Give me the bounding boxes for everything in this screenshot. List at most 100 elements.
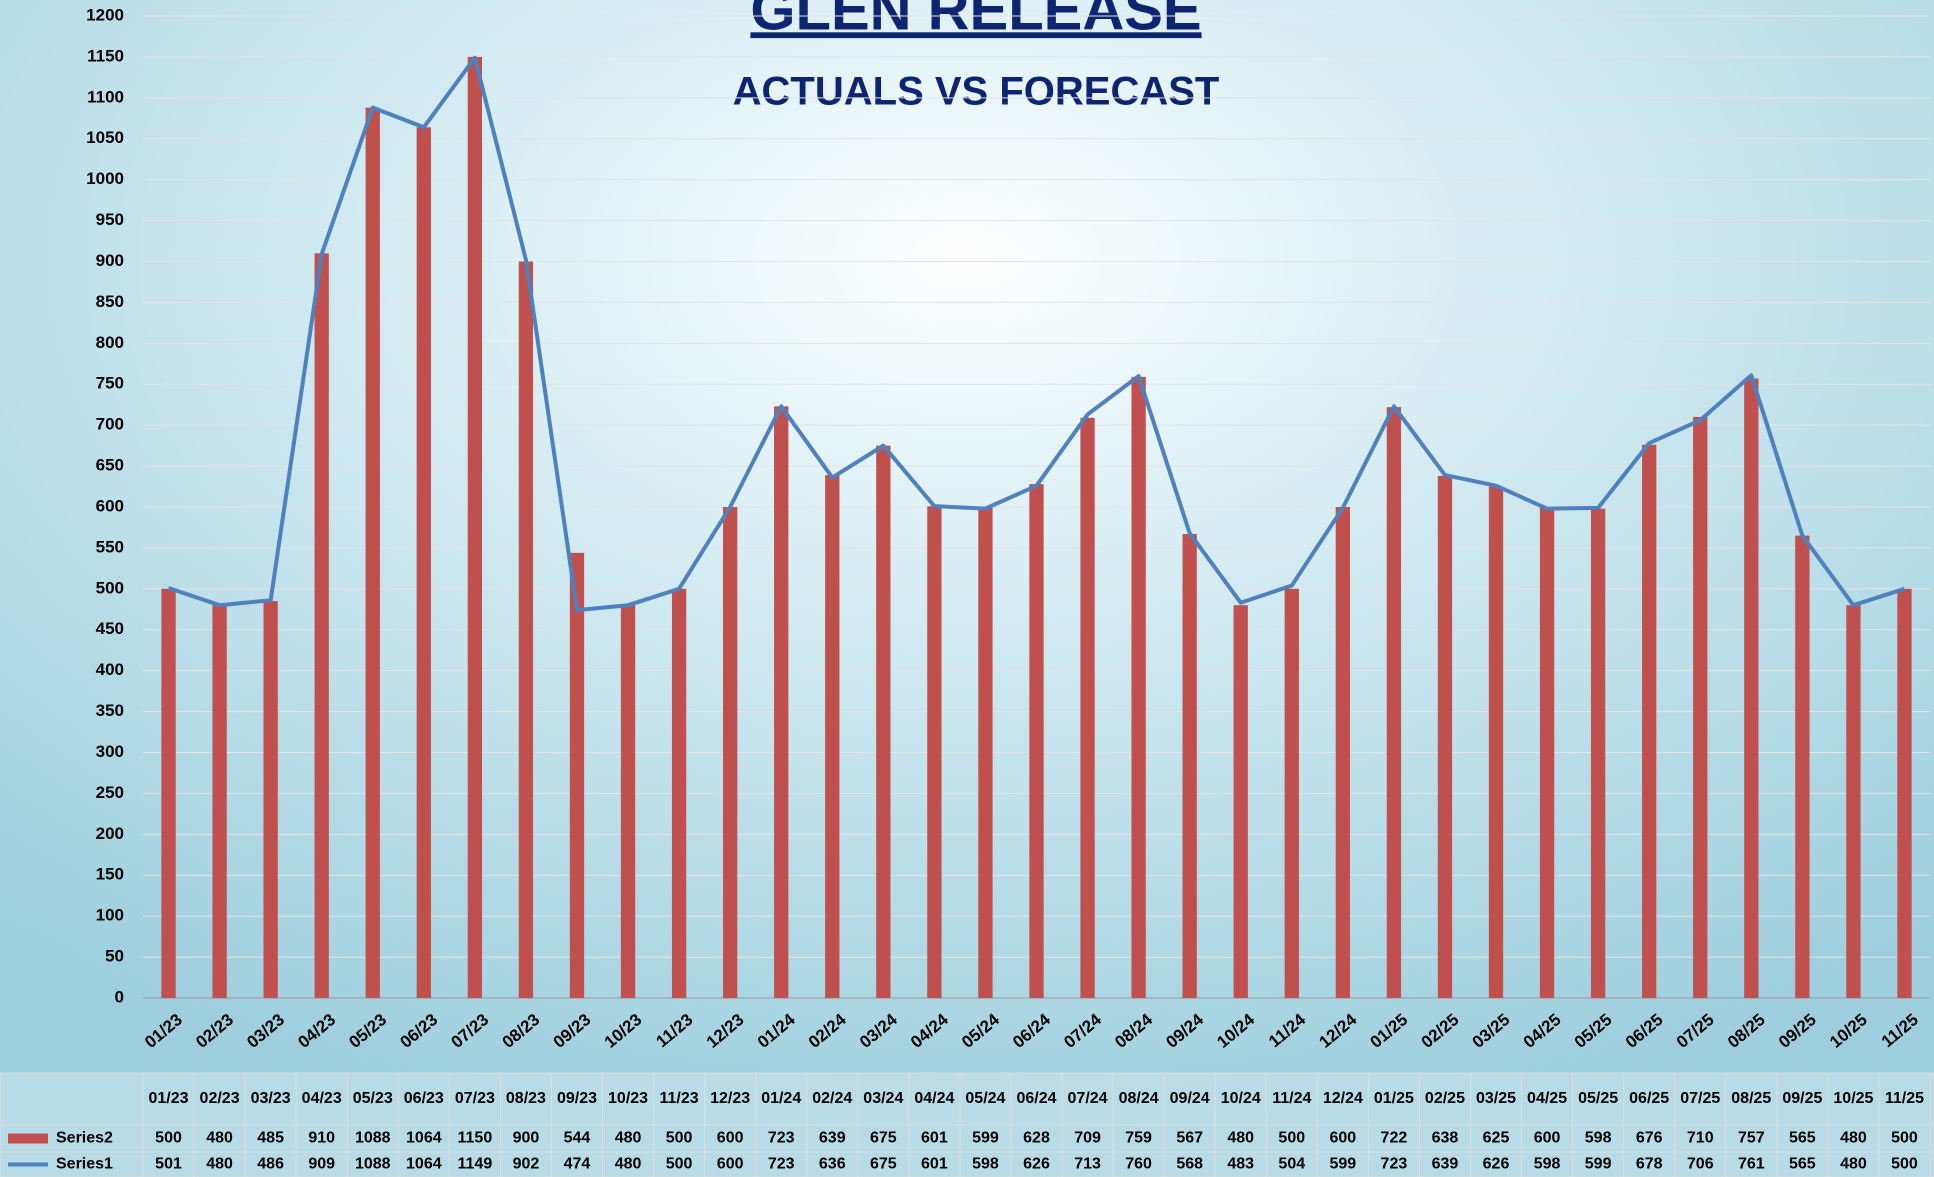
table-header: 07/24 bbox=[1068, 1090, 1108, 1107]
table-header: 11/24 bbox=[1272, 1090, 1311, 1107]
table-header: 02/25 bbox=[1425, 1090, 1465, 1107]
y-tick-label: 1150 bbox=[87, 46, 124, 65]
table-value: 909 bbox=[308, 1156, 335, 1173]
chart-subtitle: ACTUALS VS FORECAST bbox=[733, 70, 1220, 114]
chart-title: GLEN RELEASE bbox=[750, 0, 1201, 42]
table-value: 500 bbox=[1891, 1130, 1918, 1147]
table-value: 598 bbox=[1534, 1156, 1561, 1173]
bar bbox=[1080, 417, 1095, 999]
bar bbox=[1233, 605, 1248, 998]
table-value: 501 bbox=[155, 1156, 182, 1173]
bar bbox=[825, 475, 840, 999]
table-value: 500 bbox=[1891, 1156, 1918, 1173]
table-value: 639 bbox=[819, 1130, 846, 1147]
y-tick-label: 850 bbox=[96, 292, 124, 311]
y-tick-label: 0 bbox=[115, 987, 124, 1006]
table-value: 761 bbox=[1738, 1156, 1765, 1173]
table-header: 04/24 bbox=[914, 1090, 954, 1107]
table-value: 710 bbox=[1687, 1130, 1714, 1147]
y-tick-label: 300 bbox=[96, 742, 124, 761]
table-header: 03/25 bbox=[1476, 1090, 1516, 1107]
bar bbox=[1029, 484, 1044, 998]
y-tick-label: 700 bbox=[96, 415, 124, 434]
table-value: 1088 bbox=[355, 1156, 391, 1173]
y-tick-label: 1000 bbox=[86, 169, 124, 188]
table-header: 10/25 bbox=[1833, 1090, 1873, 1107]
table-value: 486 bbox=[257, 1156, 284, 1173]
table-value: 678 bbox=[1636, 1156, 1663, 1173]
table-value: 600 bbox=[717, 1130, 744, 1147]
table-value: 480 bbox=[206, 1156, 233, 1173]
table-value: 625 bbox=[1483, 1130, 1510, 1147]
table-value: 639 bbox=[1432, 1156, 1459, 1173]
table-value: 601 bbox=[921, 1130, 948, 1147]
table-value: 1064 bbox=[406, 1130, 442, 1147]
table-header: 02/23 bbox=[200, 1090, 240, 1107]
bar bbox=[671, 588, 687, 998]
table-header: 02/24 bbox=[812, 1090, 852, 1107]
bar bbox=[518, 261, 534, 998]
table-value: 565 bbox=[1789, 1156, 1816, 1173]
table-value: 600 bbox=[1534, 1130, 1561, 1147]
table-value: 480 bbox=[615, 1130, 642, 1147]
table-value: 760 bbox=[1125, 1156, 1152, 1173]
bar bbox=[1488, 486, 1504, 998]
table-value: 910 bbox=[308, 1130, 335, 1147]
bar bbox=[876, 445, 891, 998]
bar bbox=[1437, 475, 1453, 998]
table-header: 07/23 bbox=[455, 1090, 495, 1107]
table-value: 757 bbox=[1738, 1130, 1765, 1147]
table-value: 544 bbox=[564, 1130, 591, 1147]
table-value: 480 bbox=[1840, 1130, 1867, 1147]
bar bbox=[569, 552, 585, 998]
table-value: 483 bbox=[1227, 1156, 1254, 1173]
table-value: 599 bbox=[972, 1130, 999, 1147]
table-value: 567 bbox=[1176, 1130, 1203, 1147]
bar bbox=[723, 507, 738, 998]
table-value: 500 bbox=[666, 1130, 693, 1147]
bar bbox=[263, 601, 278, 998]
table-value: 1150 bbox=[458, 1130, 493, 1147]
table-value: 500 bbox=[1278, 1130, 1305, 1147]
table-header: 07/25 bbox=[1680, 1090, 1720, 1107]
y-tick-label: 400 bbox=[96, 660, 124, 679]
bar bbox=[774, 406, 789, 999]
y-tick-label: 900 bbox=[96, 251, 124, 270]
bar bbox=[927, 506, 942, 998]
table-value: 568 bbox=[1176, 1156, 1203, 1173]
table-value: 480 bbox=[615, 1156, 642, 1173]
table-header: 11/25 bbox=[1885, 1090, 1924, 1107]
table-header: 03/23 bbox=[251, 1090, 291, 1107]
table-value: 480 bbox=[1227, 1130, 1254, 1147]
table-header: 05/25 bbox=[1578, 1090, 1618, 1107]
table-value: 599 bbox=[1329, 1156, 1356, 1173]
bar bbox=[1693, 416, 1708, 998]
table-value: 598 bbox=[972, 1156, 999, 1173]
bar bbox=[1642, 444, 1657, 999]
table-value: 628 bbox=[1023, 1130, 1050, 1147]
bar bbox=[620, 605, 636, 998]
table-value: 902 bbox=[513, 1156, 540, 1173]
y-tick-label: 450 bbox=[96, 619, 124, 638]
table-value: 722 bbox=[1381, 1130, 1408, 1147]
y-tick-label: 550 bbox=[96, 537, 124, 556]
y-tick-label: 800 bbox=[96, 333, 124, 352]
bar bbox=[212, 605, 227, 998]
table-header: 11/23 bbox=[660, 1090, 699, 1107]
bar bbox=[161, 588, 176, 998]
table-header: 05/24 bbox=[965, 1090, 1005, 1107]
table-value: 675 bbox=[870, 1130, 897, 1147]
bar bbox=[1795, 535, 1810, 998]
bar bbox=[365, 107, 380, 999]
table-header: 10/23 bbox=[608, 1090, 648, 1107]
table-header: 06/24 bbox=[1016, 1090, 1056, 1107]
y-tick-label: 250 bbox=[96, 783, 124, 802]
bar bbox=[1590, 508, 1606, 998]
table-header: 08/25 bbox=[1731, 1090, 1771, 1107]
table-value: 675 bbox=[870, 1156, 897, 1173]
y-tick-label: 350 bbox=[96, 701, 124, 720]
legend-label: Series2 bbox=[56, 1130, 113, 1147]
bar bbox=[1897, 588, 1912, 998]
y-tick-label: 500 bbox=[96, 578, 124, 597]
